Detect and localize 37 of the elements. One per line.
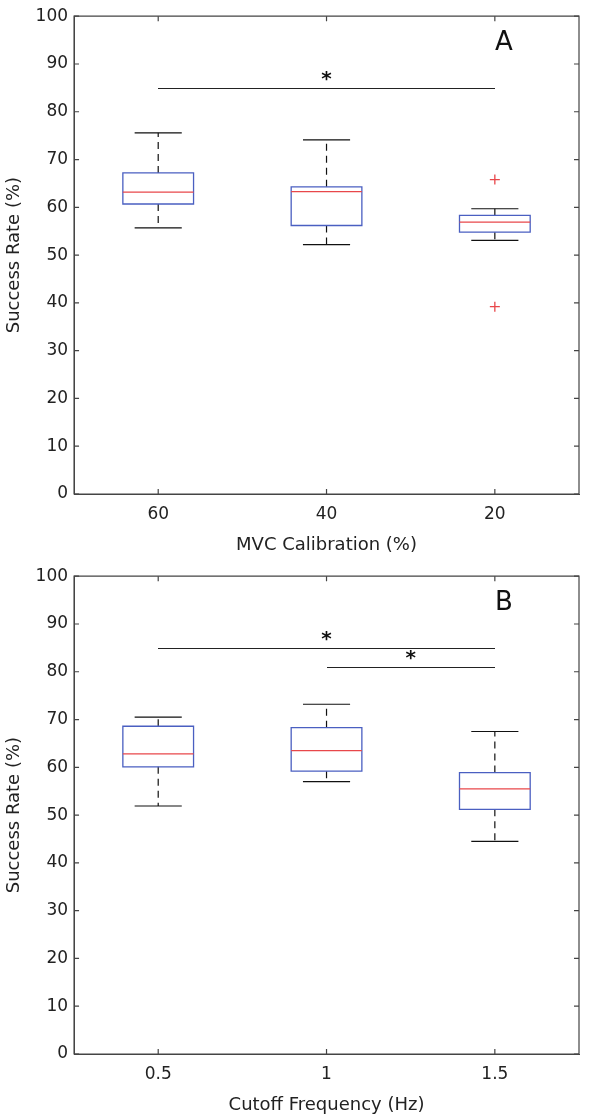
x-tick-label: 20 [484,502,506,523]
y-tick-label: 70 [46,147,69,168]
y-tick-label: 90 [46,612,69,633]
y-tick-label: 30 [46,339,69,360]
x-tick-label: 1.5 [481,1062,509,1083]
y-tick-label: 90 [46,52,69,73]
annotation: * [321,65,333,90]
annotation: B [495,585,513,616]
x-tick-label: 40 [315,502,338,523]
y-tick-label: 80 [46,100,69,121]
y-tick-label: 40 [46,291,69,312]
y-tick-label: 0 [57,1042,69,1063]
y-tick-label: 20 [46,946,69,967]
y-tick-label: 10 [46,434,69,455]
x-tick-label: 1 [321,1062,332,1083]
y-tick-label: 50 [46,243,69,264]
y-tick-label: 20 [46,386,69,407]
annotation: * [405,644,417,669]
y-tick-label: 10 [46,994,69,1015]
y-axis-title: Success Rate (%) [2,176,24,334]
y-tick-label: 40 [46,851,69,872]
y-tick-label: 100 [35,564,69,585]
y-tick-label: 50 [46,803,69,824]
y-tick-label: 0 [57,482,69,503]
y-tick-label: 60 [46,755,69,776]
x-tick-label: 60 [147,502,170,523]
annotation: A [495,25,514,56]
y-tick-label: 60 [46,195,69,216]
x-tick-label: 0.5 [144,1062,172,1083]
x-axis-title: Cutoff Frequency (Hz) [228,1092,425,1114]
y-tick-label: 30 [46,899,69,920]
x-axis-title: MVC Calibration (%) [236,532,417,554]
y-tick-label: 100 [35,4,69,25]
annotation: * [321,625,333,650]
y-tick-label: 80 [46,660,69,681]
y-tick-label: 70 [46,707,69,728]
y-axis-title: Success Rate (%) [2,736,24,894]
